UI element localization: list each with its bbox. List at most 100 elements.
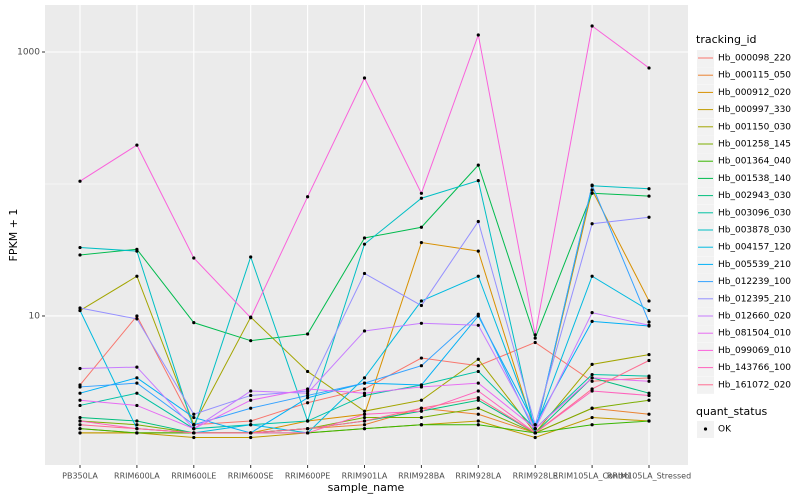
- point: [647, 393, 651, 398]
- point: [135, 274, 139, 278]
- point: [306, 195, 310, 199]
- point: [647, 412, 651, 416]
- point: [78, 423, 82, 427]
- point: [419, 191, 423, 195]
- point: [590, 362, 594, 366]
- point: [362, 419, 367, 423]
- point: [590, 379, 594, 383]
- point: [476, 323, 480, 327]
- point: [135, 391, 139, 395]
- point: [306, 431, 310, 435]
- point: [476, 357, 480, 361]
- point: [306, 427, 310, 431]
- point: [135, 143, 139, 147]
- point: [192, 412, 196, 416]
- point: [249, 255, 253, 259]
- point: [135, 365, 139, 369]
- point: [249, 339, 253, 343]
- legend-label: Hb_001150_030: [718, 122, 791, 132]
- point: [533, 336, 537, 340]
- point: [78, 427, 82, 431]
- point: [419, 356, 423, 360]
- legend-label: Hb_001538_140: [718, 174, 791, 184]
- shape-legend-title: quant_status: [696, 405, 768, 418]
- x-tick-label: RRIM600PE: [285, 472, 331, 481]
- legend-key: [697, 239, 714, 257]
- point: [590, 188, 594, 192]
- point: [647, 391, 651, 395]
- legend-label: Hb_012395_210: [718, 294, 791, 304]
- point: [647, 323, 651, 327]
- point: [533, 340, 537, 345]
- point: [590, 183, 594, 187]
- legend-label: Hb_012660_020: [718, 312, 791, 322]
- point: [476, 419, 480, 423]
- point: [249, 389, 253, 393]
- point: [590, 372, 594, 377]
- point: [135, 431, 139, 435]
- x-tick-label: RRIM105LA_Stressed: [607, 472, 691, 481]
- legend-label: Hb_000115_050: [718, 71, 791, 81]
- point: [135, 314, 139, 318]
- x-tick-label: RRIM600LE: [171, 472, 216, 481]
- point: [306, 332, 310, 336]
- point: [78, 385, 82, 389]
- point: [590, 319, 594, 323]
- point: [476, 163, 480, 167]
- point: [476, 364, 480, 368]
- point: [476, 179, 480, 183]
- point: [647, 299, 651, 303]
- y-axis-title: FPKM + 1: [7, 209, 20, 262]
- point: [419, 321, 423, 325]
- point: [533, 431, 537, 435]
- point: [362, 242, 367, 246]
- x-tick-label: RRIM928BA: [398, 472, 445, 481]
- point: [590, 406, 594, 410]
- point: [590, 24, 594, 28]
- point: [78, 403, 82, 408]
- legend-label: Hb_000098_220: [718, 54, 791, 64]
- point: [135, 376, 139, 380]
- x-tick-label: RRIM600LA: [114, 472, 160, 481]
- x-axis-title: sample_name: [328, 481, 405, 494]
- point: [362, 376, 367, 380]
- x-tick-label: RRIM105LA_Control: [553, 472, 632, 481]
- point: [590, 387, 594, 391]
- point: [647, 215, 651, 219]
- legend-label: Hb_161072_020: [718, 380, 791, 390]
- legend-label: OK: [718, 425, 732, 435]
- point: [647, 398, 651, 402]
- point: [135, 381, 139, 385]
- point: [590, 311, 594, 315]
- point: [476, 219, 480, 224]
- point: [647, 308, 651, 313]
- point: [590, 376, 594, 380]
- point: [647, 419, 651, 423]
- point: [78, 431, 82, 435]
- point: [647, 66, 651, 70]
- point: [533, 333, 537, 337]
- y-tick-label: 1000: [17, 47, 40, 57]
- point: [78, 245, 82, 250]
- x-tick-label: PB350LA: [62, 472, 98, 481]
- point: [249, 316, 253, 320]
- point: [249, 393, 253, 398]
- point: [78, 398, 82, 402]
- point: [78, 391, 82, 395]
- point: [647, 358, 651, 363]
- point: [647, 187, 651, 191]
- point: [419, 303, 423, 308]
- point: [362, 391, 367, 395]
- point: [362, 409, 367, 413]
- x-tick-label: RRIM928LE: [513, 472, 558, 481]
- point: [192, 415, 196, 420]
- point: [78, 308, 82, 313]
- point: [306, 396, 310, 400]
- point: [476, 423, 480, 427]
- point: [362, 329, 367, 333]
- point: [647, 194, 651, 198]
- point: [590, 423, 594, 427]
- point: [362, 427, 367, 431]
- point: [647, 379, 651, 383]
- point: [306, 387, 310, 391]
